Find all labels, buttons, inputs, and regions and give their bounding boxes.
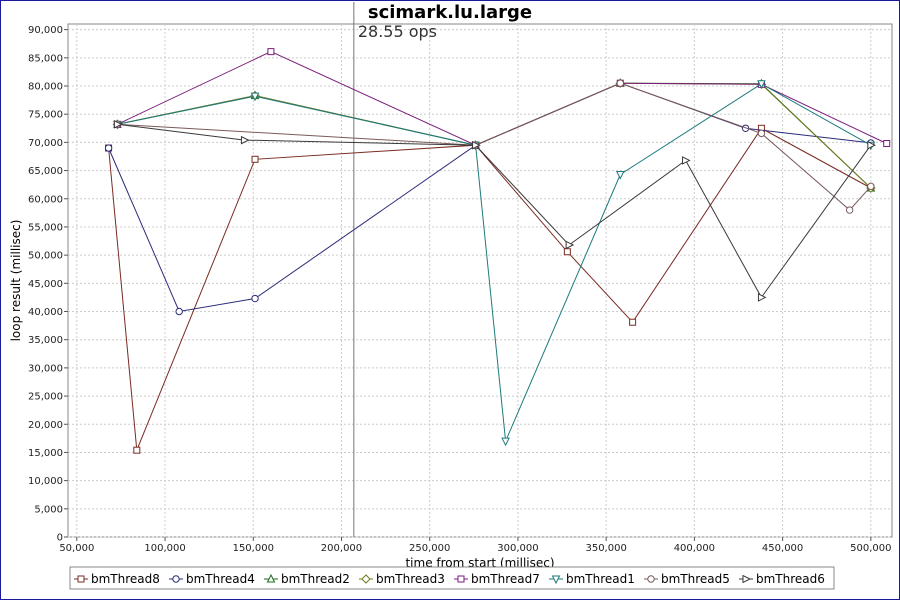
chart-title: scimark.lu.large — [368, 2, 532, 23]
legend-label: bmThread2 — [281, 572, 350, 586]
y-tick-label: 60,000 — [28, 194, 63, 205]
y-tick-label: 80,000 — [28, 82, 63, 93]
legend-item-bmThread3: bmThread3 — [359, 572, 445, 586]
series-layer — [104, 48, 891, 454]
plot-area — [67, 23, 893, 538]
y-tick-label: 85,000 — [28, 53, 63, 64]
data-point-bmThread5 — [845, 206, 854, 214]
data-point-bmThread6 — [867, 140, 876, 150]
legend-label: bmThread7 — [471, 572, 540, 586]
y-tick-label: 75,000 — [28, 110, 63, 121]
x-tick-label: 50,000 — [59, 543, 94, 554]
legend-label: bmThread1 — [566, 572, 635, 586]
y-tick-label: 65,000 — [28, 166, 63, 177]
data-point-bmThread8 — [133, 446, 141, 454]
legend-marker — [742, 574, 752, 584]
data-point-bmThread4 — [251, 294, 259, 303]
y-axis-label: loop result (millisec) — [9, 220, 23, 342]
data-point-bmThread5 — [616, 79, 624, 87]
x-tick-label: 150,000 — [233, 543, 274, 554]
y-tick-label: 0 — [57, 533, 63, 544]
x-tick-label: 400,000 — [674, 543, 715, 554]
x-tick-label: 350,000 — [585, 543, 626, 554]
series-line-bmThread5 — [117, 82, 872, 211]
time-marker: 28.55 ops — [353, 2, 437, 537]
legend-marker — [172, 575, 180, 583]
data-point-bmThread6 — [240, 135, 250, 145]
legend: bmThread8 bmThread4 bmThread2 bmThread3 bmTh… — [69, 566, 835, 590]
legend-marker — [77, 575, 85, 583]
data-point-bmThread1 — [250, 92, 260, 102]
legend-box — [69, 566, 835, 590]
y-tick-label: 70,000 — [28, 138, 63, 149]
legend-marker — [457, 575, 465, 583]
y-tick-label: 20,000 — [28, 420, 63, 431]
data-point-bmThread6 — [472, 140, 481, 150]
legend-item-bmThread4: bmThread4 — [169, 572, 255, 586]
x-tick-label: 450,000 — [762, 543, 803, 554]
y-tick-label: 5,000 — [34, 504, 63, 515]
legend-marker — [361, 574, 371, 584]
series-line-bmThread8 — [108, 127, 872, 451]
y-tick-label: 25,000 — [28, 392, 63, 403]
data-point-bmThread6 — [682, 156, 691, 165]
legend-label: bmThread6 — [756, 572, 825, 586]
x-tick-label: 500,000 — [850, 543, 891, 554]
legend-label: bmThread5 — [661, 572, 730, 586]
data-point-bmThread6 — [565, 240, 575, 250]
data-point-bmThread7 — [267, 48, 275, 56]
data-point-bmThread5 — [867, 182, 875, 191]
legend-label: bmThread8 — [91, 572, 160, 586]
legend-marker — [647, 575, 655, 583]
marker-label: 28.55 ops — [358, 22, 437, 41]
legend-item-bmThread7: bmThread7 — [454, 572, 540, 586]
legend-item-bmThread1: bmThread1 — [549, 572, 635, 586]
y-tick-label: 50,000 — [28, 251, 63, 262]
data-point-bmThread1 — [757, 80, 766, 89]
y-tick-label: 10,000 — [28, 476, 63, 487]
x-tick-label: 200,000 — [321, 543, 362, 554]
axes: 50,000 100,000 150,000 200,000 250,000 300,00… — [28, 25, 892, 554]
data-point-bmThread8 — [563, 248, 571, 256]
y-tick-label: 90,000 — [28, 25, 63, 36]
y-tick-label: 55,000 — [28, 222, 63, 233]
data-point-bmThread1 — [501, 437, 510, 447]
x-tick-label: 250,000 — [409, 543, 450, 554]
data-point-bmThread4 — [104, 144, 113, 152]
y-tick-label: 35,000 — [28, 335, 63, 346]
data-point-bmThread1 — [615, 171, 625, 180]
data-point-bmThread6 — [113, 120, 123, 129]
data-point-bmThread8 — [629, 318, 637, 326]
legend-item-bmThread6: bmThread6 — [739, 572, 825, 586]
legend-label: bmThread4 — [186, 572, 255, 586]
data-point-bmThread4 — [175, 307, 183, 316]
legend-label: bmThread3 — [376, 572, 445, 586]
x-tick-label: 100,000 — [144, 543, 185, 554]
data-point-bmThread7 — [883, 140, 891, 148]
series-bmThread6 — [113, 120, 876, 302]
legend-item-bmThread8: bmThread8 — [74, 572, 160, 586]
grid — [68, 24, 892, 538]
y-tick-label: 30,000 — [28, 363, 63, 374]
y-tick-label: 40,000 — [28, 307, 63, 318]
y-tick-label: 15,000 — [28, 448, 63, 459]
legend-marker — [551, 575, 561, 585]
data-point-bmThread8 — [251, 155, 259, 163]
y-tick-label: 45,000 — [28, 279, 63, 290]
legend-marker — [266, 573, 276, 583]
legend-item-bmThread2: bmThread2 — [264, 572, 350, 586]
data-point-bmThread5 — [757, 129, 766, 138]
data-point-bmThread6 — [757, 293, 767, 302]
legend-item-bmThread5: bmThread5 — [644, 572, 730, 586]
x-tick-label: 300,000 — [497, 543, 538, 554]
